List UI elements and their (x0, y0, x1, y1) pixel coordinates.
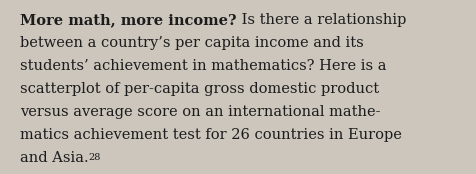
Text: Is there a relationship: Is there a relationship (236, 13, 405, 27)
Text: between a country’s per capita income and its: between a country’s per capita income an… (20, 36, 363, 50)
Text: 28: 28 (89, 153, 101, 162)
Text: scatterplot of per-capita gross domestic product: scatterplot of per-capita gross domestic… (20, 82, 378, 96)
Text: and Asia.: and Asia. (20, 151, 89, 165)
Text: matics achievement test for 26 countries in Europe: matics achievement test for 26 countries… (20, 128, 401, 142)
Text: students’ achievement in mathematics? Here is a: students’ achievement in mathematics? He… (20, 59, 386, 73)
Text: versus average score on an international mathe-: versus average score on an international… (20, 105, 380, 119)
Text: More math, more income?: More math, more income? (20, 13, 236, 27)
